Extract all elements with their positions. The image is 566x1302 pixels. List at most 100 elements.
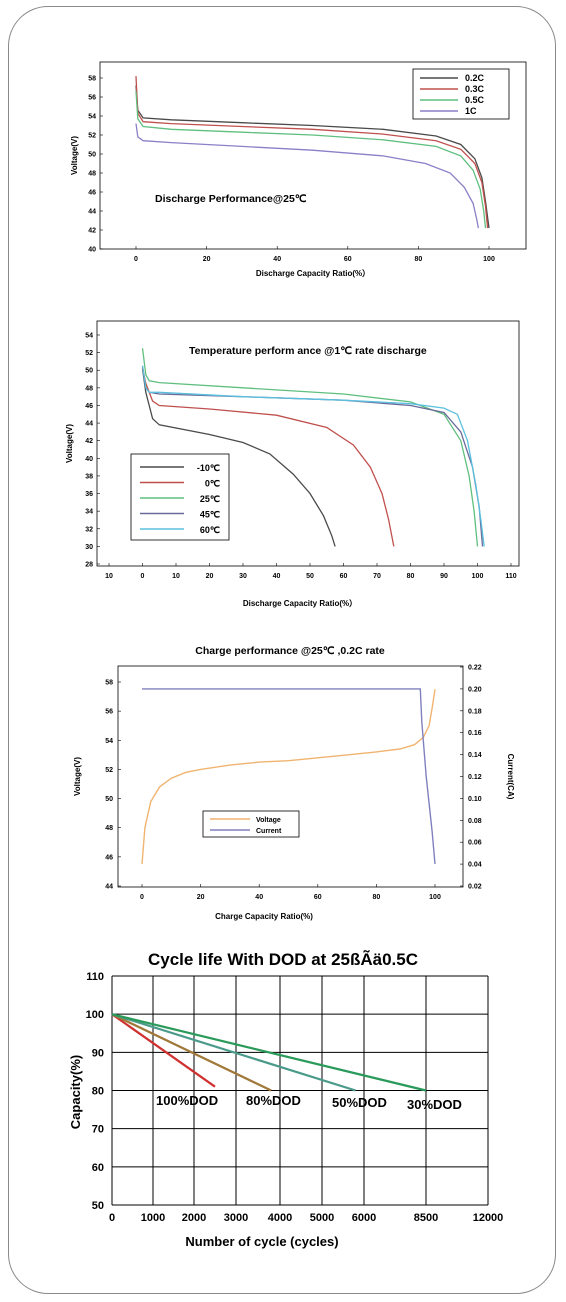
discharge-legend-label: 0.5C — [465, 95, 485, 105]
cycle-ytick-label: 110 — [86, 971, 104, 983]
cycle-series-50%DOD — [111, 1013, 356, 1092]
temperature-ytick-label: 32 — [85, 526, 93, 533]
cycle-series-label: 100%DOD — [156, 1093, 218, 1108]
charge-legend-label: Voltage — [256, 817, 281, 824]
charge-ytick-label: 56 — [105, 709, 113, 716]
temperature-ytick-label: 36 — [85, 491, 93, 498]
charge-ytick-label: 58 — [105, 680, 113, 687]
page-frame — [8, 6, 556, 1294]
charge-y2tick-label: 0.16 — [468, 730, 482, 737]
charge-y2tick-label: 0.02 — [468, 884, 482, 891]
temperature-series-0℃ — [141, 367, 395, 547]
cycle-xtick-label: 0 — [109, 1212, 115, 1224]
cycle-xtick-label: 8500 — [414, 1212, 438, 1224]
discharge-xlabel: Discharge Capacity Ratio(%） — [256, 268, 370, 278]
charge-plot-frame — [117, 665, 464, 888]
charge-y2tick-label: 0.04 — [468, 862, 482, 869]
cycle-ytick-label: 80 — [92, 1086, 104, 1098]
temperature-legend-label: 60℃ — [200, 525, 220, 535]
temperature-series-60℃ — [141, 365, 485, 547]
charge-xtick-label: 0 — [140, 894, 144, 901]
discharge-legend-label: 0.2C — [465, 73, 485, 83]
discharge-ytick-label: 44 — [88, 209, 96, 216]
charge-xtick-label: 20 — [197, 894, 205, 901]
cycle-ytick-label: 50 — [92, 1200, 104, 1212]
cycle-title: Cycle life With DOD at 25ßÃä0.5C — [148, 949, 418, 969]
cycle-ylabel: Capacity(%) — [68, 1055, 83, 1129]
charge-y2tick-label: 0.22 — [468, 665, 482, 672]
discharge-ytick-label: 50 — [88, 152, 96, 159]
charge-y2tick-label: 0.20 — [468, 686, 482, 693]
temperature-legend-label: 45℃ — [200, 510, 220, 520]
discharge-ytick-label: 54 — [88, 114, 96, 121]
discharge-xtick-label: 100 — [483, 256, 495, 263]
discharge-xtick-label: 20 — [203, 256, 211, 263]
temperature-xtick-label: 100 — [472, 573, 484, 580]
temperature-xtick-label: 110 — [505, 573, 516, 580]
temperature-series--10℃ — [141, 368, 336, 547]
temperature-ytick-label: 30 — [85, 544, 93, 551]
charge-xtick-label: 80 — [373, 894, 381, 901]
charge-ytick-label: 44 — [105, 884, 113, 891]
temperature-xtick-label: 80 — [407, 573, 415, 580]
discharge-ytick-label: 52 — [88, 133, 96, 140]
temperature-legend-label: 0℃ — [205, 479, 220, 489]
charge-ytick-label: 54 — [105, 738, 113, 745]
temperature-ytick-label: 44 — [85, 421, 93, 428]
discharge-title: Discharge Performance@25℃ — [155, 193, 307, 205]
discharge-xtick-label: 60 — [344, 256, 352, 263]
charge-ytick-label: 46 — [105, 854, 113, 861]
temperature-xtick-label: 70 — [373, 573, 381, 580]
temperature-ytick-label: 52 — [85, 350, 93, 357]
temperature-legend-label: -10℃ — [197, 463, 220, 473]
temperature-xtick-label: 60 — [340, 573, 348, 580]
cycle-ytick-label: 90 — [92, 1047, 104, 1059]
temperature-xtick-label: 50 — [306, 573, 314, 580]
charge-xlabel: Charge Capacity Ratio(%) — [215, 912, 313, 921]
discharge-series-0.2C — [135, 85, 490, 229]
charge-y2tick-label: 0.18 — [468, 708, 482, 715]
discharge-chart: 40 42 44 46 48 50 52 54 56 58 0 20 40 60 80 100 0.2C0.3C… — [70, 61, 527, 278]
charge-y2tick-label: 0.06 — [468, 840, 482, 847]
charge-series-Voltage — [141, 689, 436, 865]
cycle-xtick-label: 6000 — [352, 1212, 376, 1224]
temperature-ytick-label: 48 — [85, 385, 93, 392]
cycle-ytick-label: 70 — [92, 1124, 104, 1136]
charge-y2tick-label: 0.12 — [468, 774, 482, 781]
cycle-ytick-label: 60 — [92, 1162, 104, 1174]
cycle-series-label: 80%DOD — [246, 1093, 301, 1108]
temperature-ytick-label: 38 — [85, 473, 93, 480]
cycle-xtick-label: 2000 — [182, 1212, 206, 1224]
charge-ytick-label: 50 — [105, 796, 113, 803]
temperature-legend-label: 25℃ — [200, 494, 220, 504]
charge-legend: Voltage Current — [202, 810, 300, 838]
temperature-title: Temperature perform ance @1℃ rate discha… — [189, 345, 427, 357]
temperature-ytick-label: 40 — [85, 456, 93, 463]
cycle-series-label: 30%DOD — [407, 1097, 462, 1112]
charge-y2label: Current(CA) — [506, 754, 515, 800]
discharge-plot-frame — [99, 61, 527, 250]
temperature-legend: -10℃ 0℃ 25℃ 45℃ 60℃ — [130, 453, 230, 541]
temperature-xtick-label: 10 — [172, 573, 180, 580]
charge-ytick-label: 52 — [105, 767, 113, 774]
charge-chart: 44 46 48 50 52 54 56 58 0.02 0.04 0.06 0.08 0.10 0.12… — [73, 645, 515, 921]
discharge-xtick-label: 40 — [273, 256, 281, 263]
discharge-legend-label: 1C — [465, 106, 477, 116]
discharge-xtick-label: 80 — [415, 256, 423, 263]
cycle-xtick-label: 5000 — [310, 1212, 334, 1224]
charge-series-Current — [142, 688, 436, 865]
discharge-ytick-label: 48 — [88, 171, 96, 178]
temperature-ytick-label: 34 — [85, 509, 93, 516]
temperature-xtick-label: 20 — [206, 573, 214, 580]
cycle-series-30%DOD — [111, 1013, 427, 1092]
charge-title: Charge performance @25℃ ,0.2C rate — [195, 645, 385, 657]
charge-xtick-label: 40 — [255, 894, 263, 901]
cycle-life-chart: 50 60 70 80 90 100 110 0 1000 2000 3000 4000 5000 600… — [68, 949, 503, 1249]
temperature-ylabel: Voltage(V) — [65, 424, 74, 463]
cycle-xlabel: Number of cycle (cycles) — [185, 1234, 338, 1249]
temperature-ytick-label: 54 — [85, 333, 93, 340]
temperature-xtick-label: 10 — [105, 573, 113, 580]
